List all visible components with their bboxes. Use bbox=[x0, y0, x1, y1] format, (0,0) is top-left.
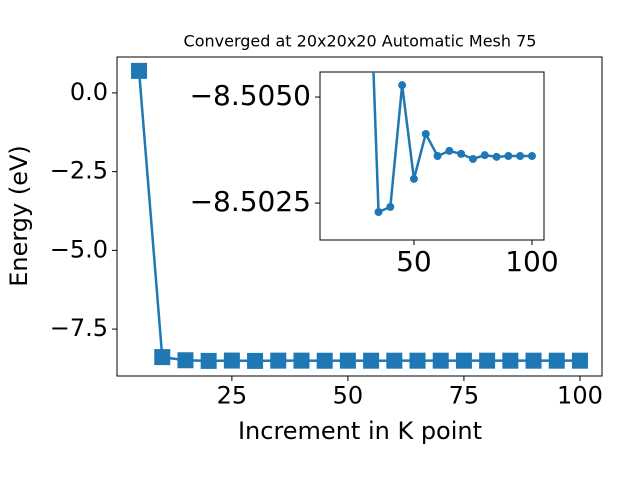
x-tick-label: 50 bbox=[396, 245, 432, 278]
marker bbox=[386, 352, 403, 369]
marker bbox=[571, 352, 588, 369]
marker bbox=[502, 352, 519, 369]
marker bbox=[177, 352, 194, 369]
y-tick-label: 0.0 bbox=[70, 78, 108, 106]
marker bbox=[457, 149, 466, 158]
marker bbox=[386, 202, 395, 211]
marker bbox=[270, 352, 287, 369]
x-tick-label: 75 bbox=[449, 382, 480, 410]
y-tick-label: −5.0 bbox=[50, 235, 108, 263]
marker bbox=[433, 152, 442, 160]
marker bbox=[548, 352, 565, 369]
y-tick-label: −8.5050 bbox=[190, 79, 311, 112]
marker bbox=[421, 129, 430, 138]
y-axis-label: Energy (eV) bbox=[5, 145, 33, 287]
marker bbox=[525, 352, 542, 369]
marker bbox=[527, 152, 536, 160]
x-tick-label: 100 bbox=[557, 382, 603, 410]
marker bbox=[504, 152, 513, 160]
series bbox=[372, 72, 536, 216]
marker bbox=[479, 352, 496, 369]
chart-title: Converged at 20x20x20 Automatic Mesh 75 bbox=[184, 32, 537, 51]
y-tick-label: −2.5 bbox=[50, 157, 108, 185]
marker bbox=[131, 62, 148, 79]
y-tick-label: −8.5025 bbox=[190, 185, 311, 218]
marker bbox=[432, 352, 449, 369]
series bbox=[131, 62, 588, 369]
marker bbox=[409, 352, 426, 369]
marker bbox=[468, 154, 477, 163]
x-axis-label: Increment in K point bbox=[238, 417, 482, 445]
marker bbox=[398, 81, 407, 90]
x-tick-label: 100 bbox=[505, 245, 558, 278]
marker bbox=[247, 352, 264, 369]
marker bbox=[492, 152, 501, 161]
marker bbox=[293, 352, 310, 369]
marker bbox=[339, 352, 356, 369]
marker bbox=[455, 352, 472, 369]
marker bbox=[409, 174, 418, 183]
marker bbox=[445, 146, 454, 155]
marker bbox=[363, 352, 380, 369]
marker bbox=[516, 152, 525, 160]
marker bbox=[480, 151, 489, 160]
marker bbox=[154, 349, 171, 366]
x-tick-label: 50 bbox=[333, 382, 364, 410]
x-tick-label: 25 bbox=[217, 382, 248, 410]
marker bbox=[374, 208, 383, 216]
marker bbox=[200, 352, 217, 369]
y-tick-label: −7.5 bbox=[50, 314, 108, 342]
marker bbox=[316, 352, 333, 369]
marker bbox=[223, 352, 240, 369]
